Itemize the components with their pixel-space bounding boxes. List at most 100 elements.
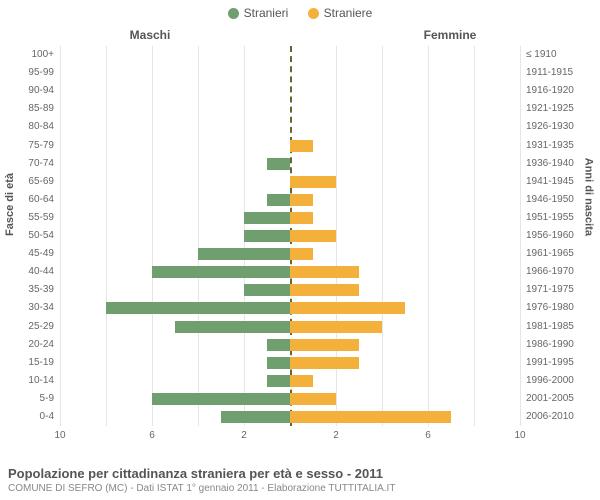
- age-label: 65-69: [4, 173, 54, 191]
- bar-male: [152, 266, 290, 278]
- age-label: 90-94: [4, 82, 54, 100]
- bar-female: [290, 266, 359, 278]
- age-row: 95-991911-1915: [60, 64, 520, 82]
- bar-male: [198, 248, 290, 260]
- birth-year-label: ≤ 1910: [526, 46, 596, 64]
- chart-footer: Popolazione per cittadinanza straniera p…: [8, 466, 592, 494]
- age-label: 95-99: [4, 64, 54, 82]
- chart-title: Popolazione per cittadinanza straniera p…: [8, 466, 592, 481]
- age-label: 50-54: [4, 227, 54, 245]
- bar-female: [290, 140, 313, 152]
- age-row: 75-791931-1935: [60, 137, 520, 155]
- bar-female: [290, 321, 382, 333]
- legend-swatch-female: [308, 8, 319, 19]
- bar-male: [267, 158, 290, 170]
- age-row: 50-541956-1960: [60, 227, 520, 245]
- birth-year-label: 1956-1960: [526, 227, 596, 245]
- birth-year-label: 1941-1945: [526, 173, 596, 191]
- legend: Stranieri Straniere: [0, 6, 600, 22]
- birth-year-label: 1971-1975: [526, 281, 596, 299]
- birth-year-label: 1981-1985: [526, 318, 596, 336]
- age-label: 5-9: [4, 390, 54, 408]
- birth-year-label: 2006-2010: [526, 408, 596, 426]
- age-row: 65-691941-1945: [60, 173, 520, 191]
- age-label: 75-79: [4, 137, 54, 155]
- birth-year-label: 1931-1935: [526, 137, 596, 155]
- age-label: 35-39: [4, 281, 54, 299]
- bar-female: [290, 176, 336, 188]
- chart-subtitle: COMUNE DI SEFRO (MC) - Dati ISTAT 1° gen…: [8, 483, 592, 494]
- age-label: 0-4: [4, 408, 54, 426]
- age-row: 45-491961-1965: [60, 245, 520, 263]
- age-row: 70-741936-1940: [60, 155, 520, 173]
- bar-female: [290, 284, 359, 296]
- age-label: 45-49: [4, 245, 54, 263]
- age-row: 100+≤ 1910: [60, 46, 520, 64]
- age-row: 25-291981-1985: [60, 318, 520, 336]
- x-tick: 10: [505, 430, 535, 441]
- bar-male: [267, 357, 290, 369]
- birth-year-label: 1921-1925: [526, 100, 596, 118]
- bar-male: [267, 339, 290, 351]
- birth-year-label: 1926-1930: [526, 118, 596, 136]
- age-label: 20-24: [4, 336, 54, 354]
- birth-year-label: 2001-2005: [526, 390, 596, 408]
- age-label: 60-64: [4, 191, 54, 209]
- age-label: 85-89: [4, 100, 54, 118]
- bar-male: [244, 230, 290, 242]
- legend-item-male: Stranieri: [228, 6, 289, 20]
- age-label: 25-29: [4, 318, 54, 336]
- bar-female: [290, 212, 313, 224]
- bar-female: [290, 375, 313, 387]
- bar-female: [290, 302, 405, 314]
- birth-year-label: 1916-1920: [526, 82, 596, 100]
- age-row: 85-891921-1925: [60, 100, 520, 118]
- bar-female: [290, 194, 313, 206]
- birth-year-label: 1936-1940: [526, 155, 596, 173]
- legend-swatch-male: [228, 8, 239, 19]
- birth-year-label: 1966-1970: [526, 263, 596, 281]
- bar-female: [290, 339, 359, 351]
- bar-female: [290, 230, 336, 242]
- birth-year-label: 1976-1980: [526, 299, 596, 317]
- bar-female: [290, 357, 359, 369]
- age-row: 5-92001-2005: [60, 390, 520, 408]
- bar-male: [244, 284, 290, 296]
- age-row: 55-591951-1955: [60, 209, 520, 227]
- x-tick: 2: [321, 430, 351, 441]
- age-row: 80-841926-1930: [60, 118, 520, 136]
- bar-male: [244, 212, 290, 224]
- header-female: Femmine: [300, 28, 600, 42]
- bar-female: [290, 411, 451, 423]
- birth-year-label: 1911-1915: [526, 64, 596, 82]
- birth-year-label: 1996-2000: [526, 372, 596, 390]
- bar-female: [290, 393, 336, 405]
- age-row: 90-941916-1920: [60, 82, 520, 100]
- bar-male: [106, 302, 290, 314]
- age-label: 30-34: [4, 299, 54, 317]
- age-label: 80-84: [4, 118, 54, 136]
- x-tick: 10: [45, 430, 75, 441]
- birth-year-label: 1961-1965: [526, 245, 596, 263]
- age-label: 100+: [4, 46, 54, 64]
- age-label: 40-44: [4, 263, 54, 281]
- age-row: 0-42006-2010: [60, 408, 520, 426]
- age-row: 15-191991-1995: [60, 354, 520, 372]
- legend-item-female: Straniere: [308, 6, 373, 20]
- population-pyramid-chart: Stranieri Straniere Maschi Femmine Fasce…: [0, 0, 600, 500]
- grid-line: [520, 46, 521, 426]
- bar-male: [267, 194, 290, 206]
- x-tick: 2: [229, 430, 259, 441]
- birth-year-label: 1986-1990: [526, 336, 596, 354]
- birth-year-label: 1951-1955: [526, 209, 596, 227]
- age-row: 20-241986-1990: [60, 336, 520, 354]
- age-label: 15-19: [4, 354, 54, 372]
- age-label: 70-74: [4, 155, 54, 173]
- plot-area: 100+≤ 191095-991911-191590-941916-192085…: [60, 46, 520, 426]
- bar-male: [152, 393, 290, 405]
- x-tick: 6: [413, 430, 443, 441]
- bar-female: [290, 248, 313, 260]
- age-row: 35-391971-1975: [60, 281, 520, 299]
- age-row: 30-341976-1980: [60, 299, 520, 317]
- age-label: 55-59: [4, 209, 54, 227]
